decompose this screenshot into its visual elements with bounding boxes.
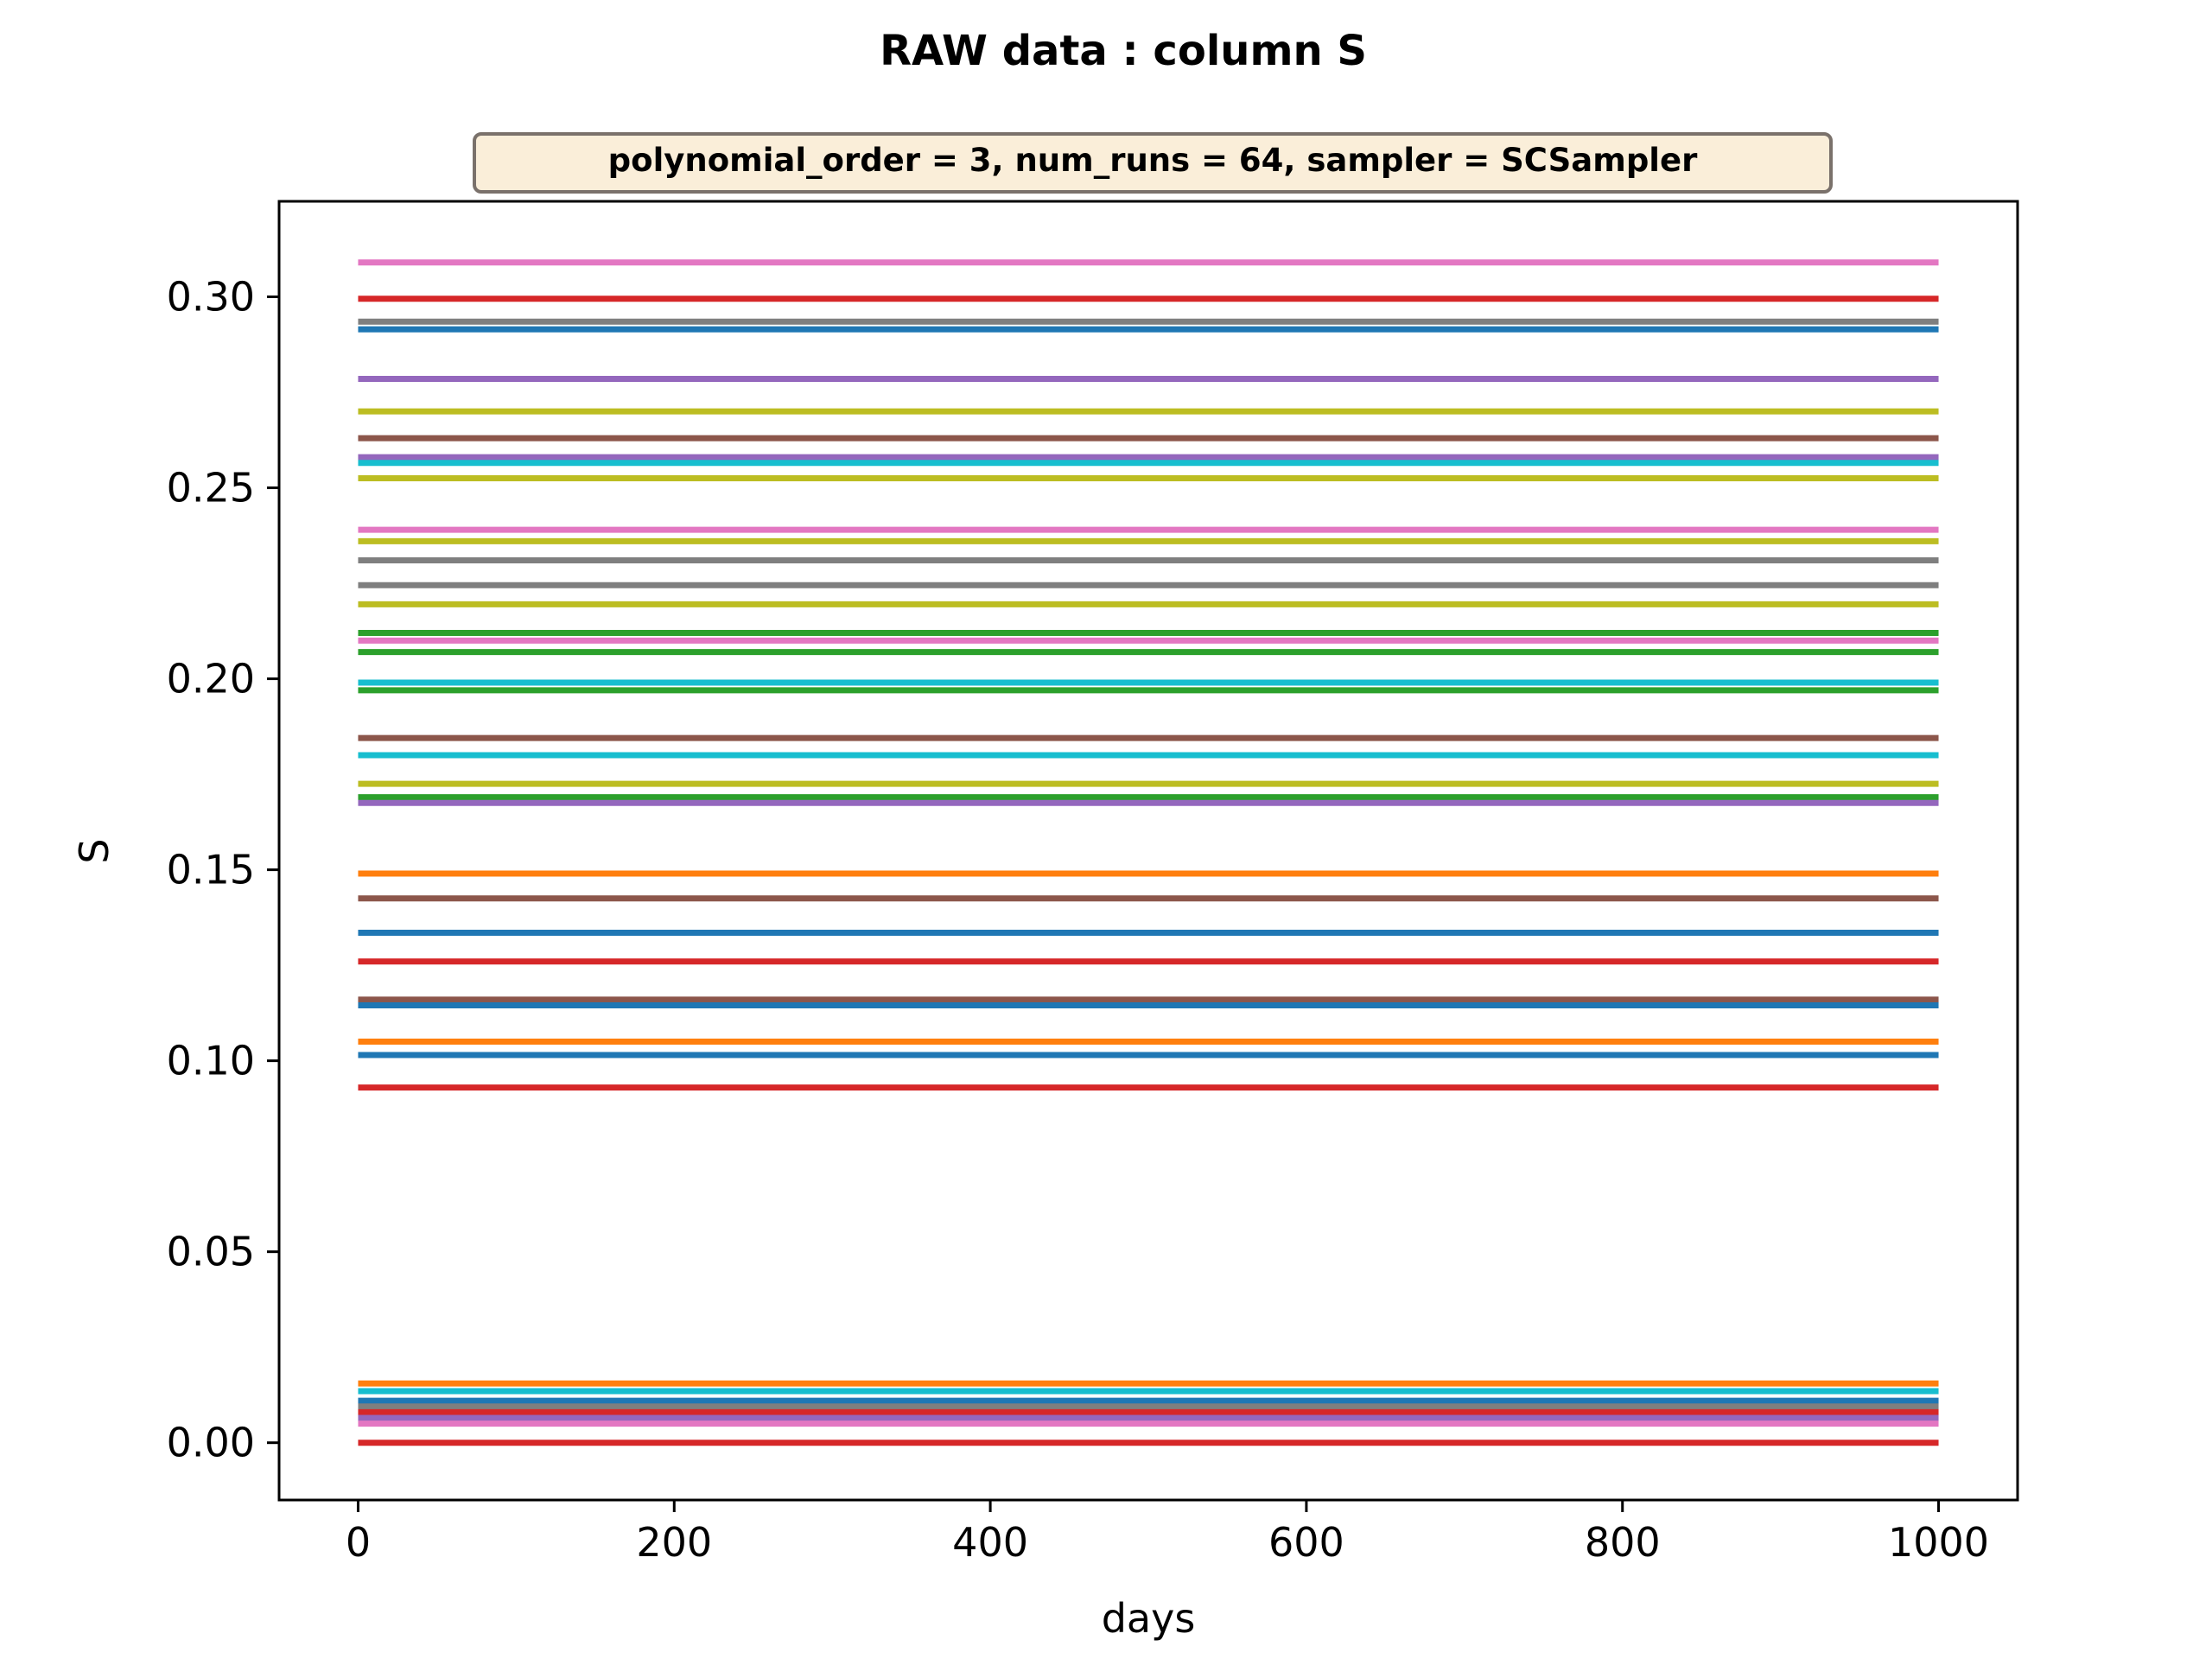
chart-title: RAW data : column S <box>880 27 1367 75</box>
x-tick-label: 400 <box>952 1519 1028 1566</box>
plot-frame <box>277 200 2019 1502</box>
chart-subtitle: polynomial_order = 3, num_runs = 64, sam… <box>608 142 1698 179</box>
x-axis-label: days <box>1102 1595 1196 1642</box>
x-tick-label: 800 <box>1585 1519 1661 1566</box>
x-tick-label: 200 <box>636 1519 712 1566</box>
series-layer <box>358 259 1939 1446</box>
x-axis-ticks: 0 200 400 600 800 1000 <box>346 1500 1989 1566</box>
y-tick-label: 0.10 <box>167 1038 255 1084</box>
y-tick-label: 0.30 <box>167 274 255 321</box>
y-tick-label: 0.20 <box>167 656 255 702</box>
x-tick-label: 1000 <box>1888 1519 1989 1566</box>
y-axis-label: S <box>71 838 118 863</box>
y-tick-label: 0.05 <box>167 1229 255 1275</box>
y-axis-ticks: 0.00 0.05 0.10 0.15 0.20 0.25 0.30 <box>167 274 279 1466</box>
y-tick-label: 0.15 <box>167 847 255 893</box>
x-tick-label: 600 <box>1268 1519 1344 1566</box>
subtitle-box: polynomial_order = 3, num_runs = 64, sam… <box>473 132 1833 194</box>
y-tick-label: 0.25 <box>167 465 255 512</box>
x-tick-label: 0 <box>346 1519 371 1566</box>
y-tick-label: 0.00 <box>167 1420 255 1466</box>
